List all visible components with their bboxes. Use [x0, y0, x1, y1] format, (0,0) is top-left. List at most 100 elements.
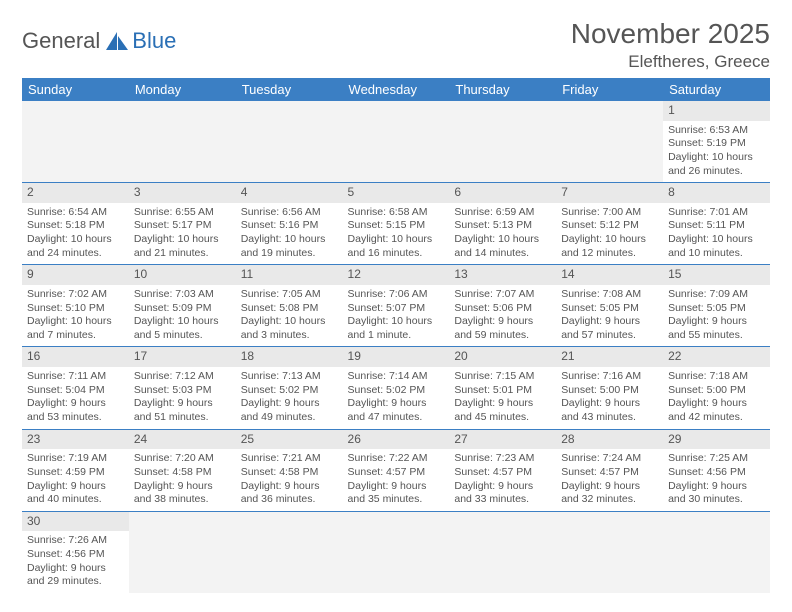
- calendar-table: SundayMondayTuesdayWednesdayThursdayFrid…: [22, 78, 770, 593]
- calendar-day-number: 13: [449, 265, 556, 285]
- sunset-line: Sunset: 4:56 PM: [27, 548, 124, 562]
- calendar-day-cell: 21Sunrise: 7:16 AMSunset: 5:00 PMDayligh…: [556, 347, 663, 429]
- calendar-day-number: 10: [129, 265, 236, 285]
- daylight-line: Daylight: 9 hours and 51 minutes.: [134, 397, 231, 424]
- calendar-day-cell: 12Sunrise: 7:06 AMSunset: 5:07 PMDayligh…: [343, 265, 450, 347]
- calendar-day-body: Sunrise: 7:12 AMSunset: 5:03 PMDaylight:…: [129, 367, 236, 429]
- calendar-day-number: 24: [129, 430, 236, 450]
- calendar-day-body: Sunrise: 7:00 AMSunset: 5:12 PMDaylight:…: [556, 203, 663, 265]
- calendar-day-number: 7: [556, 183, 663, 203]
- calendar-day-cell: 17Sunrise: 7:12 AMSunset: 5:03 PMDayligh…: [129, 347, 236, 429]
- daylight-line: Daylight: 9 hours and 53 minutes.: [27, 397, 124, 424]
- calendar-day-number: 27: [449, 430, 556, 450]
- calendar-empty-cell: [449, 511, 556, 593]
- daylight-line: Daylight: 10 hours and 10 minutes.: [668, 233, 765, 260]
- calendar-empty-cell: [236, 101, 343, 183]
- calendar-week-row: 23Sunrise: 7:19 AMSunset: 4:59 PMDayligh…: [22, 429, 770, 511]
- calendar-day-body: Sunrise: 7:24 AMSunset: 4:57 PMDaylight:…: [556, 449, 663, 511]
- calendar-dayname: Sunday: [22, 78, 129, 101]
- sunrise-line: Sunrise: 7:09 AM: [668, 288, 765, 302]
- title-block: November 2025 Eleftheres, Greece: [571, 18, 770, 72]
- sunrise-line: Sunrise: 7:16 AM: [561, 370, 658, 384]
- sunrise-line: Sunrise: 7:23 AM: [454, 452, 551, 466]
- calendar-day-body: Sunrise: 7:02 AMSunset: 5:10 PMDaylight:…: [22, 285, 129, 347]
- calendar-day-body: Sunrise: 6:53 AMSunset: 5:19 PMDaylight:…: [663, 121, 770, 183]
- daylight-line: Daylight: 10 hours and 24 minutes.: [27, 233, 124, 260]
- sunset-line: Sunset: 5:16 PM: [241, 219, 338, 233]
- sunset-line: Sunset: 4:57 PM: [348, 466, 445, 480]
- calendar-empty-cell: [449, 101, 556, 183]
- daylight-line: Daylight: 10 hours and 7 minutes.: [27, 315, 124, 342]
- sunset-line: Sunset: 4:57 PM: [454, 466, 551, 480]
- calendar-day-cell: 5 Sunrise: 6:58 AMSunset: 5:15 PMDaylight…: [343, 183, 450, 265]
- calendar-empty-cell: [556, 101, 663, 183]
- calendar-day-body: Sunrise: 7:11 AMSunset: 5:04 PMDaylight:…: [22, 367, 129, 429]
- calendar-day-number: 26: [343, 430, 450, 450]
- calendar-week-row: 16Sunrise: 7:11 AMSunset: 5:04 PMDayligh…: [22, 347, 770, 429]
- sunrise-line: Sunrise: 7:21 AM: [241, 452, 338, 466]
- calendar-day-number: 21: [556, 347, 663, 367]
- calendar-empty-cell: [343, 101, 450, 183]
- daylight-line: Daylight: 10 hours and 5 minutes.: [134, 315, 231, 342]
- daylight-line: Daylight: 10 hours and 16 minutes.: [348, 233, 445, 260]
- sunrise-line: Sunrise: 6:58 AM: [348, 206, 445, 220]
- sunset-line: Sunset: 4:59 PM: [27, 466, 124, 480]
- daylight-line: Daylight: 9 hours and 43 minutes.: [561, 397, 658, 424]
- sunset-line: Sunset: 5:15 PM: [348, 219, 445, 233]
- calendar-day-cell: 1Sunrise: 6:53 AMSunset: 5:19 PMDaylight…: [663, 101, 770, 183]
- calendar-day-body: Sunrise: 7:09 AMSunset: 5:05 PMDaylight:…: [663, 285, 770, 347]
- sunrise-line: Sunrise: 7:26 AM: [27, 534, 124, 548]
- calendar-empty-cell: [556, 511, 663, 593]
- calendar-day-body: Sunrise: 7:18 AMSunset: 5:00 PMDaylight:…: [663, 367, 770, 429]
- daylight-line: Daylight: 9 hours and 45 minutes.: [454, 397, 551, 424]
- calendar-day-cell: 20Sunrise: 7:15 AMSunset: 5:01 PMDayligh…: [449, 347, 556, 429]
- calendar-day-number: 5: [343, 183, 450, 203]
- calendar-header-row: SundayMondayTuesdayWednesdayThursdayFrid…: [22, 78, 770, 101]
- calendar-day-body: Sunrise: 7:14 AMSunset: 5:02 PMDaylight:…: [343, 367, 450, 429]
- calendar-day-body: Sunrise: 7:06 AMSunset: 5:07 PMDaylight:…: [343, 285, 450, 347]
- calendar-empty-cell: [236, 511, 343, 593]
- calendar-day-body: Sunrise: 7:19 AMSunset: 4:59 PMDaylight:…: [22, 449, 129, 511]
- calendar-day-cell: 4Sunrise: 6:56 AMSunset: 5:16 PMDaylight…: [236, 183, 343, 265]
- sunset-line: Sunset: 5:07 PM: [348, 302, 445, 316]
- daylight-line: Daylight: 9 hours and 36 minutes.: [241, 480, 338, 507]
- sunset-line: Sunset: 5:09 PM: [134, 302, 231, 316]
- calendar-dayname: Saturday: [663, 78, 770, 101]
- calendar-day-number: 19: [343, 347, 450, 367]
- sunrise-line: Sunrise: 6:53 AM: [668, 124, 765, 138]
- sunset-line: Sunset: 5:03 PM: [134, 384, 231, 398]
- calendar-dayname: Wednesday: [343, 78, 450, 101]
- sunrise-line: Sunrise: 7:08 AM: [561, 288, 658, 302]
- calendar-week-row: 1Sunrise: 6:53 AMSunset: 5:19 PMDaylight…: [22, 101, 770, 183]
- daylight-line: Daylight: 9 hours and 29 minutes.: [27, 562, 124, 589]
- sunset-line: Sunset: 5:02 PM: [348, 384, 445, 398]
- sunset-line: Sunset: 5:10 PM: [27, 302, 124, 316]
- calendar-week-row: 9Sunrise: 7:02 AMSunset: 5:10 PMDaylight…: [22, 265, 770, 347]
- calendar-day-cell: 10Sunrise: 7:03 AMSunset: 5:09 PMDayligh…: [129, 265, 236, 347]
- calendar-day-cell: 30Sunrise: 7:26 AMSunset: 4:56 PMDayligh…: [22, 511, 129, 593]
- sunrise-line: Sunrise: 6:54 AM: [27, 206, 124, 220]
- sunset-line: Sunset: 4:58 PM: [134, 466, 231, 480]
- calendar-day-cell: 27Sunrise: 7:23 AMSunset: 4:57 PMDayligh…: [449, 429, 556, 511]
- sunset-line: Sunset: 5:00 PM: [561, 384, 658, 398]
- sunrise-line: Sunrise: 7:05 AM: [241, 288, 338, 302]
- calendar-day-body: Sunrise: 7:20 AMSunset: 4:58 PMDaylight:…: [129, 449, 236, 511]
- calendar-dayname: Monday: [129, 78, 236, 101]
- daylight-line: Daylight: 10 hours and 19 minutes.: [241, 233, 338, 260]
- sunset-line: Sunset: 5:00 PM: [668, 384, 765, 398]
- calendar-day-body: Sunrise: 7:16 AMSunset: 5:00 PMDaylight:…: [556, 367, 663, 429]
- sunset-line: Sunset: 5:18 PM: [27, 219, 124, 233]
- sunset-line: Sunset: 5:13 PM: [454, 219, 551, 233]
- sunset-line: Sunset: 4:57 PM: [561, 466, 658, 480]
- daylight-line: Daylight: 10 hours and 21 minutes.: [134, 233, 231, 260]
- page-title: November 2025: [571, 18, 770, 50]
- calendar-day-number: 28: [556, 430, 663, 450]
- sunrise-line: Sunrise: 7:20 AM: [134, 452, 231, 466]
- daylight-line: Daylight: 9 hours and 40 minutes.: [27, 480, 124, 507]
- calendar-day-number: 11: [236, 265, 343, 285]
- sunrise-line: Sunrise: 6:56 AM: [241, 206, 338, 220]
- sunset-line: Sunset: 5:06 PM: [454, 302, 551, 316]
- calendar-day-cell: 8Sunrise: 7:01 AMSunset: 5:11 PMDaylight…: [663, 183, 770, 265]
- sunrise-line: Sunrise: 7:25 AM: [668, 452, 765, 466]
- logo-sail-icon: [104, 30, 130, 52]
